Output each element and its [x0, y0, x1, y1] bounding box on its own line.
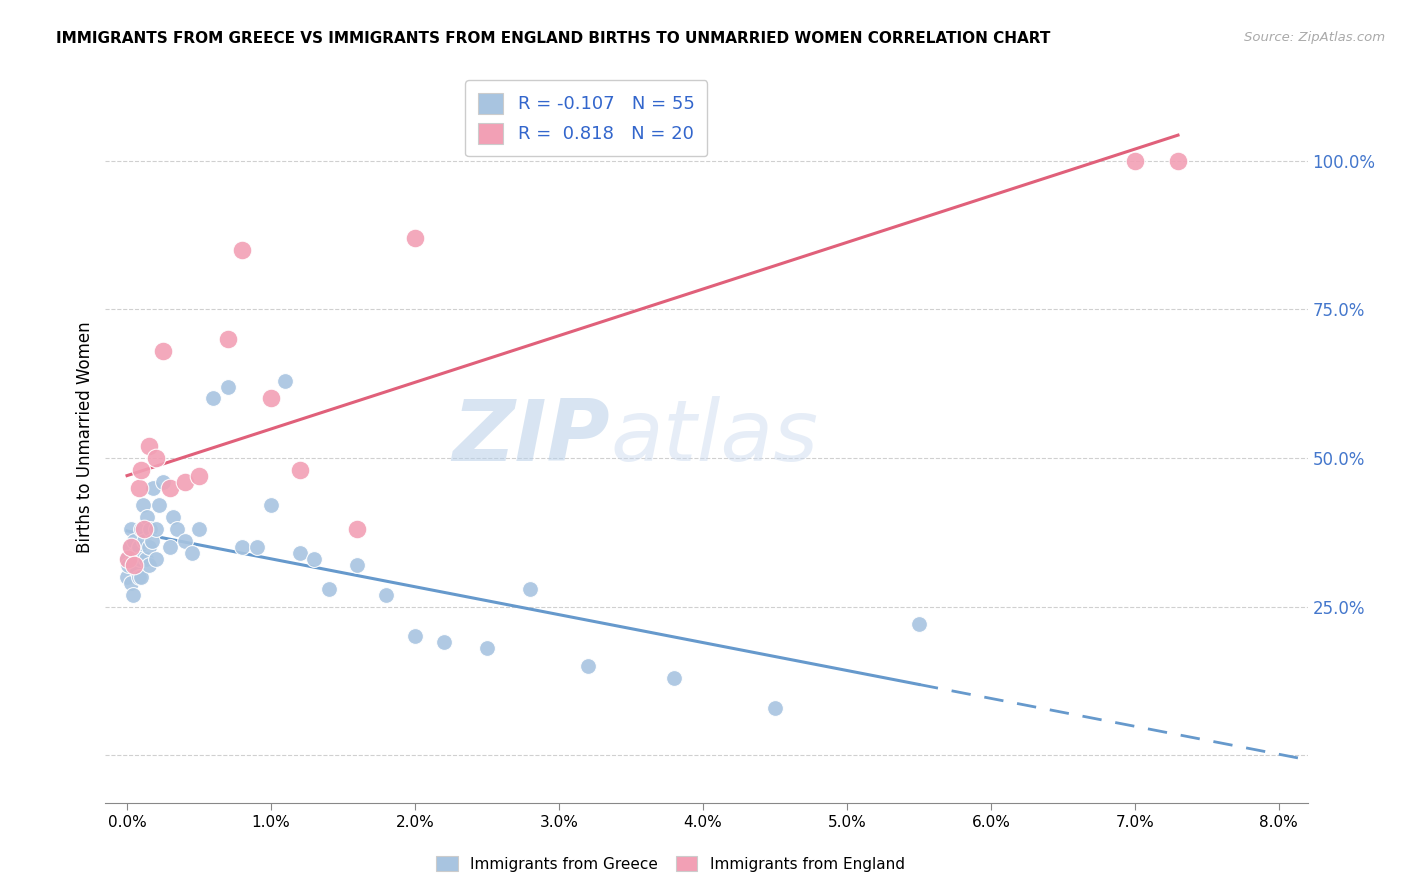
Point: [121, 552, 143, 566]
Point: [246, 540, 269, 554]
Point: [260, 392, 283, 406]
Point: [288, 546, 311, 560]
Point: [131, 570, 153, 584]
Point: [188, 468, 211, 483]
Point: [173, 534, 195, 549]
Point: [118, 540, 141, 554]
Point: [145, 522, 167, 536]
Point: [152, 475, 174, 489]
Point: [302, 552, 325, 566]
Point: [346, 522, 368, 536]
Text: ZIP: ZIP: [453, 395, 610, 479]
Point: [131, 522, 153, 536]
Point: [148, 499, 170, 513]
Text: IMMIGRANTS FROM GREECE VS IMMIGRANTS FROM ENGLAND BIRTHS TO UNMARRIED WOMEN CORR: IMMIGRANTS FROM GREECE VS IMMIGRANTS FRO…: [56, 31, 1050, 46]
Legend: Immigrants from Greece, Immigrants from England: Immigrants from Greece, Immigrants from …: [429, 848, 912, 880]
Point: [260, 499, 283, 513]
Point: [145, 450, 167, 465]
Point: [115, 552, 138, 566]
Point: [132, 499, 155, 513]
Point: [159, 481, 181, 495]
Point: [519, 582, 541, 596]
Point: [274, 374, 297, 388]
Point: [188, 522, 211, 536]
Point: [121, 588, 143, 602]
Point: [145, 552, 167, 566]
Point: [131, 463, 153, 477]
Point: [159, 540, 181, 554]
Point: [152, 343, 174, 358]
Point: [120, 522, 142, 536]
Point: [139, 522, 162, 536]
Point: [346, 558, 368, 572]
Point: [128, 481, 150, 495]
Point: [433, 635, 456, 649]
Point: [122, 558, 145, 572]
Point: [662, 671, 685, 685]
Point: [138, 439, 160, 453]
Point: [134, 522, 156, 536]
Point: [136, 510, 159, 524]
Point: [217, 379, 239, 393]
Point: [135, 552, 157, 566]
Point: [138, 540, 160, 554]
Point: [117, 558, 139, 572]
Point: [202, 392, 225, 406]
Point: [141, 534, 163, 549]
Point: [129, 552, 152, 566]
Point: [122, 534, 145, 549]
Point: [180, 546, 202, 560]
Point: [231, 243, 253, 257]
Point: [142, 481, 165, 495]
Point: [115, 570, 138, 584]
Point: [138, 558, 160, 572]
Y-axis label: Births to Unmarried Women: Births to Unmarried Women: [76, 321, 94, 553]
Point: [173, 475, 195, 489]
Point: [162, 510, 184, 524]
Text: Source: ZipAtlas.com: Source: ZipAtlas.com: [1244, 31, 1385, 45]
Point: [908, 617, 931, 632]
Point: [1167, 153, 1189, 168]
Point: [375, 588, 398, 602]
Point: [128, 570, 150, 584]
Point: [1123, 153, 1146, 168]
Text: atlas: atlas: [610, 395, 818, 479]
Point: [318, 582, 340, 596]
Point: [125, 546, 148, 560]
Point: [231, 540, 253, 554]
Point: [475, 641, 498, 656]
Point: [404, 629, 426, 643]
Point: [288, 463, 311, 477]
Point: [763, 700, 786, 714]
Point: [127, 564, 149, 578]
Point: [166, 522, 188, 536]
Point: [217, 332, 239, 346]
Point: [128, 540, 150, 554]
Point: [120, 540, 142, 554]
Point: [120, 575, 142, 590]
Point: [134, 534, 156, 549]
Point: [404, 231, 426, 245]
Point: [122, 558, 145, 572]
Point: [576, 659, 599, 673]
Point: [117, 552, 139, 566]
